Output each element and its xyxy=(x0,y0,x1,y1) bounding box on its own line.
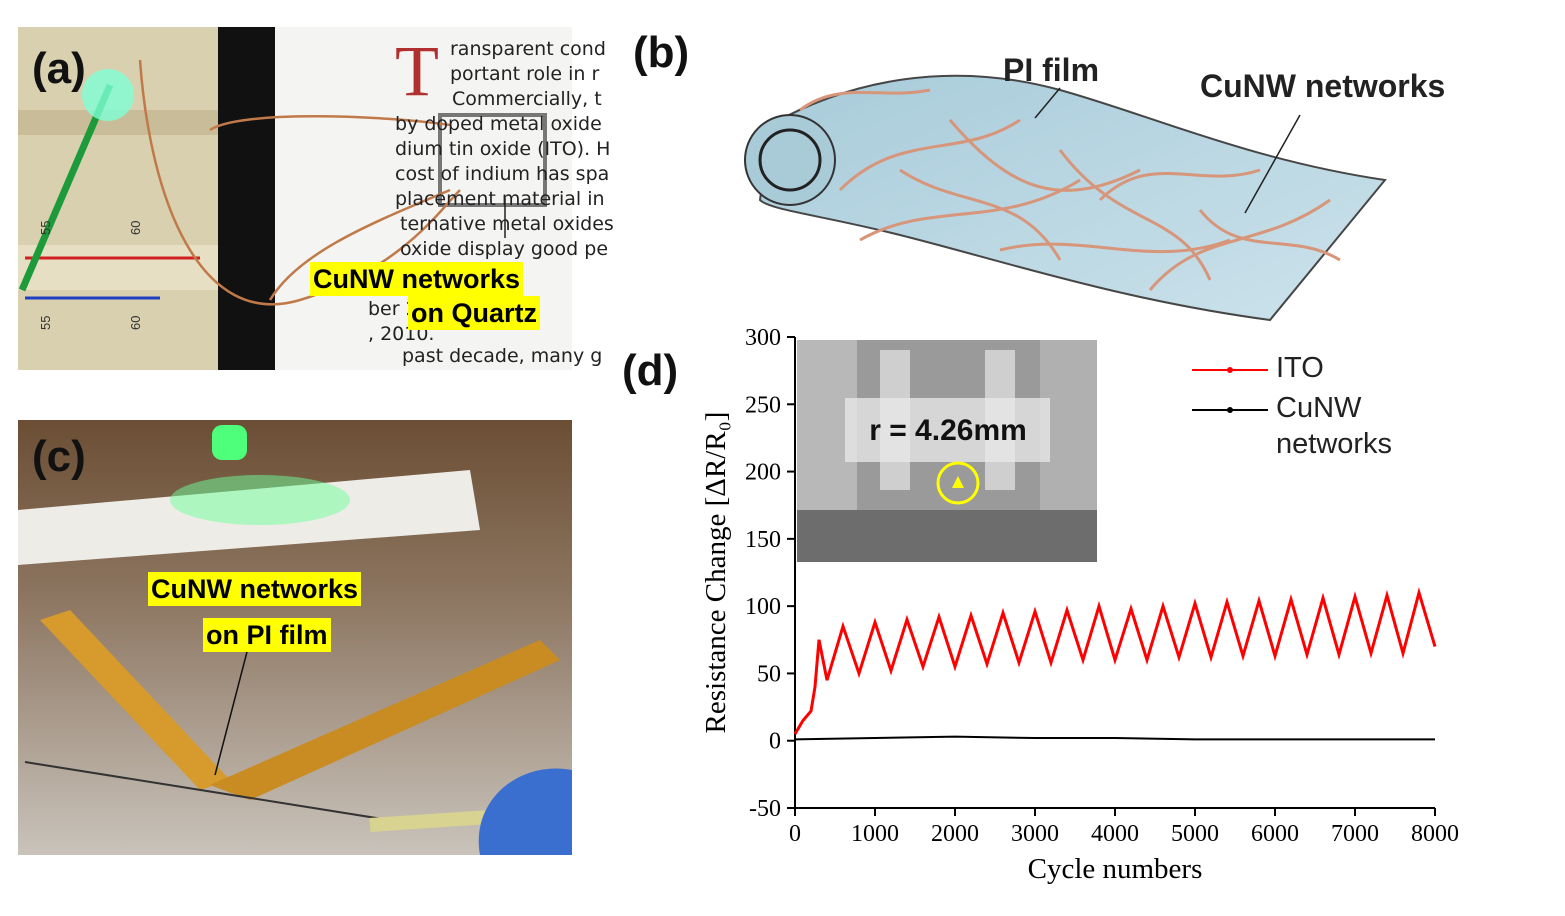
breadboard-label: 55 xyxy=(38,221,53,235)
legend-label: CuNW networks xyxy=(1276,392,1393,460)
page-text: cost of indium has spa xyxy=(395,163,609,185)
y-tick-label: 200 xyxy=(745,460,781,486)
page-text: portant role in r xyxy=(450,63,600,85)
legend-label: ITO xyxy=(1276,352,1324,384)
data-line xyxy=(793,587,1437,735)
page-text: ternative metal oxides xyxy=(400,213,614,235)
inset-label: r = 4.26mm xyxy=(869,414,1027,447)
page-text: oxide display good pe xyxy=(400,238,608,260)
breadboard-label: 60 xyxy=(128,221,143,235)
illustration-label: CuNW networks xyxy=(1200,68,1446,104)
photo-label: CuNW networks xyxy=(148,572,362,606)
page-text: by doped metal oxide xyxy=(395,113,602,135)
page-text: placement material in xyxy=(395,188,605,210)
y-tick-label: 300 xyxy=(745,325,781,351)
page-text: ransparent cond xyxy=(450,38,606,60)
y-tick-label: 100 xyxy=(745,594,781,620)
x-tick-label: 8000 xyxy=(1411,821,1459,847)
page-letter: T xyxy=(395,31,439,111)
y-axis-label: Resistance Change [ΔR/R₀] xyxy=(700,412,732,734)
breadboard-label: 60 xyxy=(128,316,143,330)
x-tick-label: 4000 xyxy=(1091,821,1139,847)
page-text: Commercially, t xyxy=(452,88,602,110)
panel-label: (c) xyxy=(32,432,86,481)
y-tick-label: -50 xyxy=(749,796,781,822)
legend-marker xyxy=(1227,367,1233,373)
x-tick-label: 2000 xyxy=(931,821,979,847)
y-tick-label: 0 xyxy=(769,729,781,755)
data-line xyxy=(794,735,1435,741)
photo-a xyxy=(18,27,572,370)
photo-label: CuNW networks xyxy=(310,262,524,296)
panel-label: (d) xyxy=(622,346,679,395)
x-axis-label: Cycle numbers xyxy=(1028,853,1203,885)
illustration-label: PI film xyxy=(1003,52,1100,88)
y-tick-label: 150 xyxy=(745,527,781,553)
x-tick-label: 6000 xyxy=(1251,821,1299,847)
illustration-b xyxy=(744,74,1387,322)
x-tick-label: 1000 xyxy=(851,821,899,847)
breadboard-label: 55 xyxy=(38,316,53,330)
photo-label: on Quartz xyxy=(408,296,540,330)
inset-photo xyxy=(797,340,1097,562)
panel-label: (a) xyxy=(32,44,86,93)
y-tick-label: 250 xyxy=(745,392,781,418)
x-tick-label: 5000 xyxy=(1171,821,1219,847)
panel-label: (b) xyxy=(633,28,690,77)
photo-label: on PI film xyxy=(203,618,331,652)
x-tick-label: 0 xyxy=(789,821,801,847)
legend-marker xyxy=(1227,407,1233,413)
x-tick-label: 7000 xyxy=(1331,821,1379,847)
page-text: dium tin oxide (ITO). H xyxy=(395,138,610,160)
x-tick-label: 3000 xyxy=(1011,821,1059,847)
page-text: past decade, many g xyxy=(402,345,602,367)
y-tick-label: 50 xyxy=(757,661,781,687)
